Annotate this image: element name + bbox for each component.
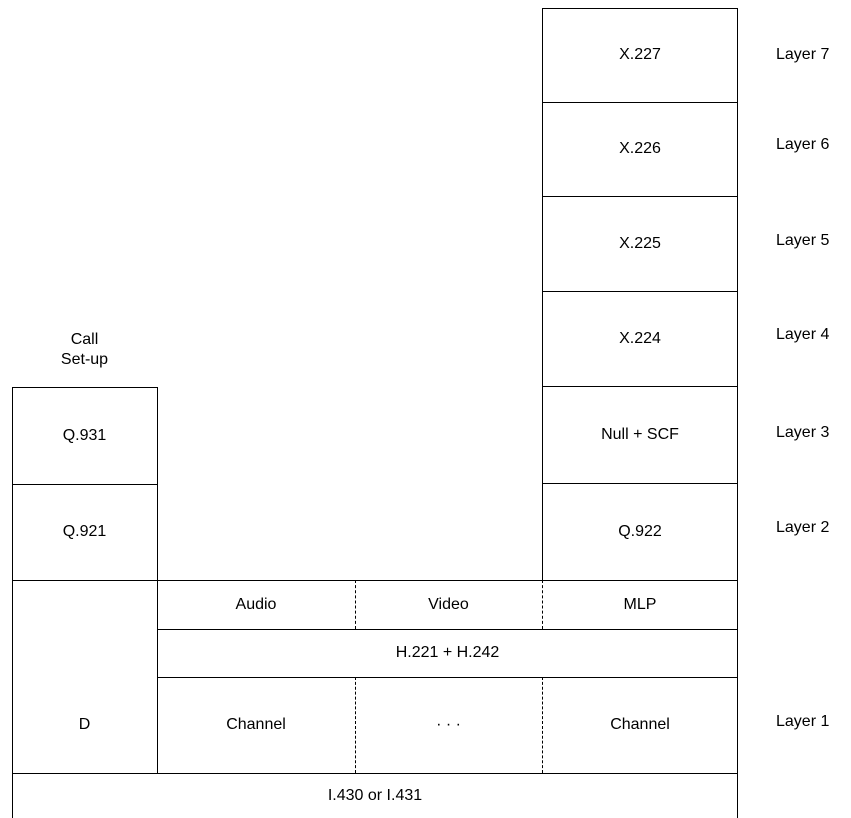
x227-box: X.227 bbox=[542, 8, 738, 102]
d-label: D bbox=[79, 716, 91, 734]
q931-box: Q.931 bbox=[12, 387, 157, 484]
x225-box: X.225 bbox=[542, 196, 738, 291]
x224-box: X.224 bbox=[542, 291, 738, 386]
channel-left-label: Channel bbox=[226, 716, 286, 734]
video-box: Video bbox=[355, 580, 542, 629]
x226-label: X.226 bbox=[619, 140, 661, 158]
layer-4-label: Layer 4 bbox=[776, 326, 829, 344]
null-scf-label: Null + SCF bbox=[601, 426, 679, 444]
layer-1-label: Layer 1 bbox=[776, 713, 829, 731]
q922-label: Q.922 bbox=[618, 523, 662, 541]
h221-label: H.221 + H.242 bbox=[396, 644, 500, 662]
i430-box: I.430 or I.431 bbox=[12, 773, 738, 818]
h221-box: H.221 + H.242 bbox=[157, 629, 738, 677]
layer-6-label: Layer 6 bbox=[776, 136, 829, 154]
q931-label: Q.931 bbox=[63, 427, 107, 445]
mlp-label: MLP bbox=[624, 596, 657, 614]
channel-right-label: Channel bbox=[610, 716, 670, 734]
call-setup-label: Call Set-up bbox=[12, 330, 157, 370]
layer-3-label: Layer 3 bbox=[776, 424, 829, 442]
x226-box: X.226 bbox=[542, 102, 738, 196]
layer-2-label: Layer 2 bbox=[776, 519, 829, 537]
i430-label: I.430 or I.431 bbox=[328, 787, 422, 805]
mlp-box: MLP bbox=[542, 580, 738, 629]
x227-label: X.227 bbox=[619, 46, 661, 64]
q922-box: Q.922 bbox=[542, 483, 738, 580]
q921-box: Q.921 bbox=[12, 484, 157, 580]
x224-label: X.224 bbox=[619, 330, 661, 348]
channel-right-box: Channel bbox=[542, 677, 738, 773]
q921-label: Q.921 bbox=[63, 523, 107, 541]
layer-7-label: Layer 7 bbox=[776, 46, 829, 64]
video-label: Video bbox=[428, 596, 469, 614]
dash-audio-video bbox=[355, 580, 356, 629]
audio-label: Audio bbox=[236, 596, 277, 614]
channel-left-box: Channel bbox=[157, 677, 355, 773]
audio-box: Audio bbox=[157, 580, 355, 629]
layer-5-label: Layer 5 bbox=[776, 232, 829, 250]
left-stack-right-border bbox=[157, 387, 158, 580]
null-scf-box: Null + SCF bbox=[542, 386, 738, 483]
dash-video-mlp bbox=[542, 580, 543, 629]
dash-channel-ellipsis bbox=[355, 677, 356, 773]
d-box: D bbox=[12, 676, 157, 773]
x225-label: X.225 bbox=[619, 235, 661, 253]
ellipsis-label: · · · bbox=[436, 716, 461, 734]
dash-ellipsis-channel bbox=[542, 677, 543, 773]
ellipsis-box: · · · bbox=[355, 677, 542, 773]
